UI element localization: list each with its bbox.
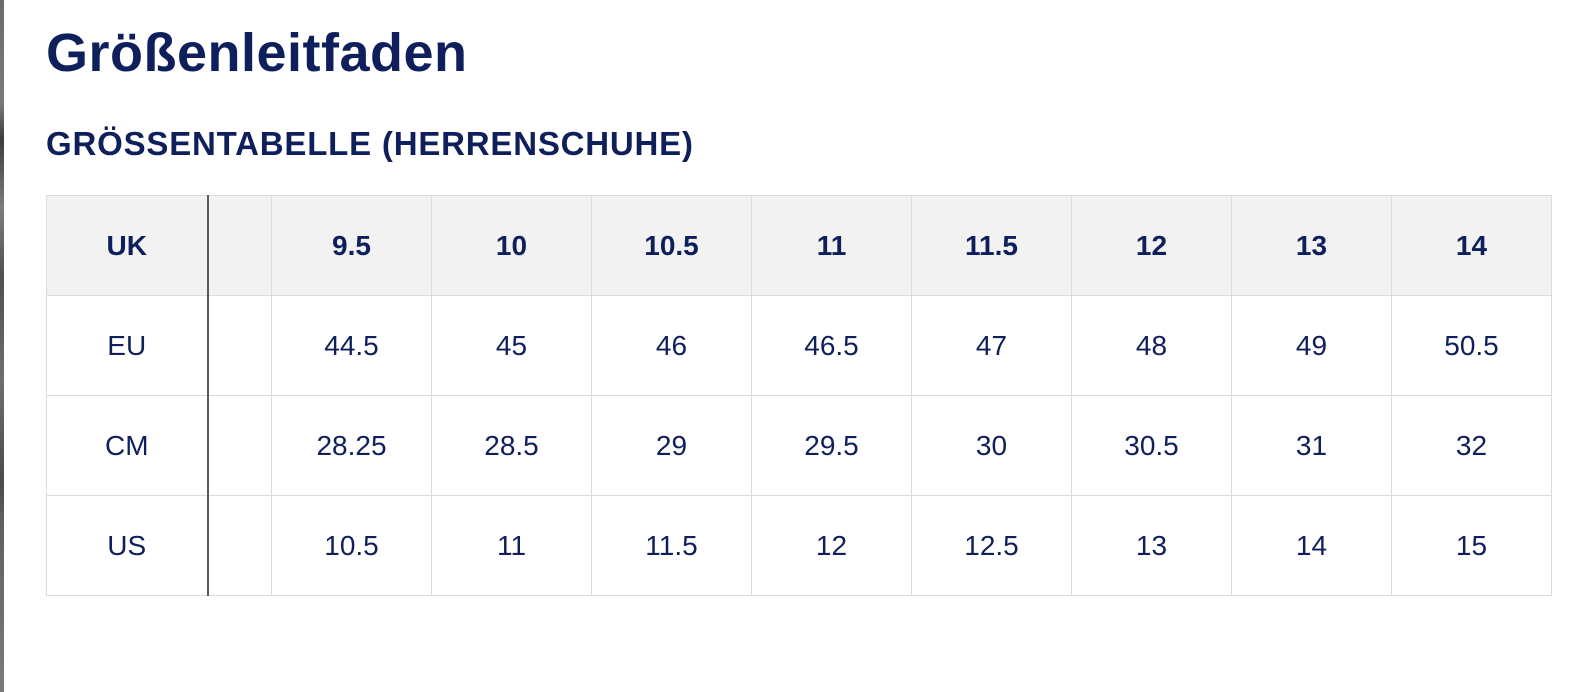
spacer-cell (207, 195, 272, 296)
size-cell: 44.5 (271, 295, 432, 396)
size-cell: 12 (1071, 195, 1232, 296)
row-label-us: US (46, 495, 209, 596)
spacer-cell (207, 495, 272, 596)
size-cell: 10.5 (591, 195, 752, 296)
size-cell: 28.5 (431, 395, 592, 496)
size-cell: 14 (1391, 195, 1552, 296)
size-cell: 14 (1231, 495, 1392, 596)
size-cell: 48 (1071, 295, 1232, 396)
size-cell: 31 (1231, 395, 1392, 496)
size-cell: 11.5 (591, 495, 752, 596)
spacer-cell (207, 295, 272, 396)
size-cell: 49 (1231, 295, 1392, 396)
window-edge (0, 0, 4, 692)
size-cell: 13 (1231, 195, 1392, 296)
size-cell: 50.5 (1391, 295, 1552, 396)
size-cell: 11 (431, 495, 592, 596)
size-cell: 45 (431, 295, 592, 396)
size-cell: 29 (591, 395, 752, 496)
size-cell: 11.5 (911, 195, 1072, 296)
table-row-us: US 10.5 11 11.5 12 12.5 13 14 15 (46, 495, 1552, 596)
size-chart-heading: GRÖSSENTABELLE (HERRENSCHUHE) (46, 125, 694, 162)
row-label-cm: CM (46, 395, 209, 496)
size-cell: 32 (1391, 395, 1552, 496)
table-row-uk: UK 9.5 10 10.5 11 11.5 12 13 14 (46, 195, 1552, 296)
size-cell: 30.5 (1071, 395, 1232, 496)
table-row-eu: EU 44.5 45 46 46.5 47 48 49 50.5 (46, 295, 1552, 396)
viewport-clip (1553, 0, 1583, 692)
size-cell: 30 (911, 395, 1072, 496)
size-cell: 11 (751, 195, 912, 296)
size-cell: 46 (591, 295, 752, 396)
size-cell: 13 (1071, 495, 1232, 596)
size-cell: 28.25 (271, 395, 432, 496)
size-cell: 10 (431, 195, 592, 296)
size-cell: 10.5 (271, 495, 432, 596)
size-cell: 12 (751, 495, 912, 596)
table-row-cm: CM 28.25 28.5 29 29.5 30 30.5 31 32 (46, 395, 1552, 496)
size-cell: 15 (1391, 495, 1552, 596)
size-chart-table: UK 9.5 10 10.5 11 11.5 12 13 14 EU 44.5 … (46, 195, 1552, 596)
row-label-uk: UK (46, 195, 209, 296)
size-cell: 47 (911, 295, 1072, 396)
size-cell: 29.5 (751, 395, 912, 496)
size-cell: 46.5 (751, 295, 912, 396)
page-title: Größenleitfaden (46, 23, 468, 83)
spacer-cell (207, 395, 272, 496)
size-cell: 12.5 (911, 495, 1072, 596)
size-cell: 9.5 (271, 195, 432, 296)
row-label-eu: EU (46, 295, 209, 396)
